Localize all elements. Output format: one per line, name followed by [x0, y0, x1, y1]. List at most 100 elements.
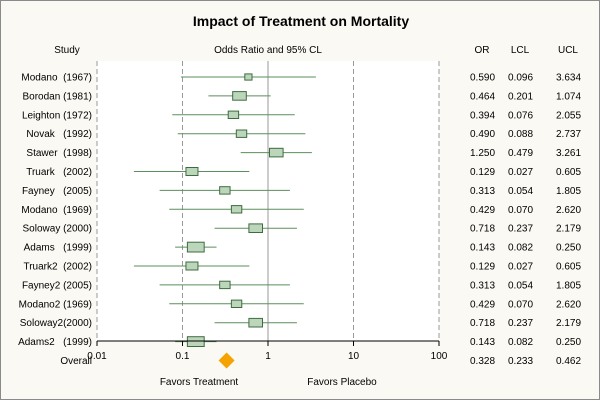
ucl-value: 0.605 [556, 262, 581, 273]
ucl-value: 2.620 [556, 299, 581, 310]
study-label: Adams (1999) [24, 243, 92, 254]
ucl-value: 0.250 [556, 243, 581, 254]
lcl-value: 0.082 [508, 337, 533, 348]
or-value: 0.718 [470, 224, 495, 235]
odds-ratio-box [232, 91, 247, 101]
odds-ratio-box [268, 147, 284, 158]
odds-ratio-box [227, 110, 240, 119]
or-value: 0.143 [470, 243, 495, 254]
x-tick-label: 100 [431, 351, 448, 362]
lcl-value: 0.076 [508, 110, 533, 121]
lcl-value: 0.054 [508, 280, 533, 291]
ucl-value: 2.179 [556, 224, 581, 235]
lcl-value: 0.027 [508, 262, 533, 273]
study-label: Modano2 (1969) [19, 299, 92, 310]
study-label: Stawer (1998) [26, 148, 92, 159]
header-study: Study [54, 45, 80, 56]
ucl-value: 2.179 [556, 318, 581, 329]
study-row: Modano (1969) 0.429 0.070 2.620 [21, 205, 581, 216]
odds-ratio-box [219, 280, 231, 290]
ucl-value: 0.250 [556, 337, 581, 348]
study-label: Borodan (1981) [23, 91, 93, 102]
lcl-value: 0.479 [508, 148, 533, 159]
overall-diamond [218, 352, 235, 369]
odds-ratio-box [248, 317, 263, 328]
lcl-value: 0.237 [508, 224, 533, 235]
lcl-value: 0.054 [508, 186, 533, 197]
lcl-value: 0.027 [508, 167, 533, 178]
study-row: Stawer (1998) 1.250 0.479 3.261 [26, 147, 581, 159]
odds-ratio-box [230, 205, 243, 214]
study-row: Soloway2(2000) 0.718 0.237 2.179 [20, 317, 581, 329]
study-row: Modano (1967) 0.590 0.096 3.634 [21, 73, 581, 84]
or-value: 1.250 [470, 148, 495, 159]
study-row: Novak (1992) 0.490 0.088 2.737 [26, 129, 581, 140]
study-label: Truark (2002) [26, 167, 92, 178]
ucl-value: 2.620 [556, 205, 581, 216]
odds-ratio-box [235, 129, 248, 138]
ucl-value: 2.055 [556, 110, 581, 121]
or-value: 0.129 [470, 167, 495, 178]
study-row: Borodan (1981) 0.464 0.201 1.074 [23, 91, 581, 102]
favors-placebo-label: Favors Placebo [307, 377, 377, 388]
chart-title: Impact of Treatment on Mortality [193, 13, 409, 29]
study-row: Soloway (2000) 0.718 0.237 2.179 [23, 223, 581, 235]
study-row: Leighton (1972) 0.394 0.076 2.055 [22, 110, 582, 121]
study-label: Fayney (2005) [22, 186, 92, 197]
ucl-value: 3.634 [556, 73, 581, 84]
study-row: Fayney (2005) 0.313 0.054 1.805 [22, 186, 582, 197]
ucl-value: 1.805 [556, 280, 581, 291]
lcl-value: 0.233 [508, 356, 533, 367]
or-value: 0.429 [470, 205, 495, 216]
study-label: Modano (1967) [21, 73, 92, 84]
study-row: Truark2 (2002) 0.129 0.027 0.605 [23, 261, 581, 273]
or-value: 0.328 [470, 356, 495, 367]
study-label: Novak (1992) [26, 129, 92, 140]
ucl-value: 1.074 [556, 91, 581, 102]
study-row: Adams (1999) 0.143 0.082 0.250 [24, 241, 581, 254]
or-value: 0.129 [470, 262, 495, 273]
ucl-value: 3.261 [556, 148, 581, 159]
odds-ratio-box [186, 336, 205, 348]
odds-ratio-box [186, 241, 205, 253]
study-label: Modano (1969) [21, 205, 92, 216]
study-row: Modano2 (1969) 0.429 0.070 2.620 [19, 299, 582, 310]
x-tick-label: 10 [348, 351, 360, 362]
study-row: Fayney2 (2005) 0.313 0.054 1.805 [22, 280, 582, 291]
lcl-value: 0.237 [508, 318, 533, 329]
lcl-value: 0.070 [508, 205, 533, 216]
x-tick-label: 1 [265, 351, 271, 362]
ucl-value: 0.462 [556, 356, 581, 367]
study-label: Fayney2 (2005) [22, 280, 92, 291]
odds-ratio-box [230, 299, 243, 309]
header-or: OR [475, 45, 490, 56]
x-tick-label: 0.1 [176, 351, 190, 362]
lcl-value: 0.201 [508, 91, 533, 102]
or-value: 0.590 [470, 73, 495, 84]
x-tick-label: 0.01 [87, 351, 107, 362]
ucl-value: 2.737 [556, 129, 581, 140]
favors-treatment-label: Favors Treatment [160, 377, 239, 388]
odds-ratio-box [185, 261, 199, 271]
overall-row: Overall 0.328 0.233 0.462 [60, 352, 581, 369]
or-value: 0.490 [470, 129, 495, 140]
lcl-value: 0.070 [508, 299, 533, 310]
study-label: Adams2 (1999) [18, 337, 92, 348]
study-label: Truark2 (2002) [23, 262, 92, 273]
lcl-value: 0.088 [508, 129, 533, 140]
or-value: 0.143 [470, 337, 495, 348]
or-value: 0.464 [470, 91, 495, 102]
or-value: 0.313 [470, 280, 495, 291]
study-label: Soloway2(2000) [20, 318, 92, 329]
header-ucl: UCL [558, 45, 578, 56]
study-label: Leighton (1972) [22, 110, 92, 121]
or-value: 0.394 [470, 110, 495, 121]
or-value: 0.313 [470, 186, 495, 197]
ucl-value: 0.605 [556, 167, 581, 178]
header-lcl: LCL [511, 45, 530, 56]
study-label: Soloway (2000) [23, 224, 92, 235]
odds-ratio-box [248, 223, 263, 233]
lcl-value: 0.096 [508, 73, 533, 84]
